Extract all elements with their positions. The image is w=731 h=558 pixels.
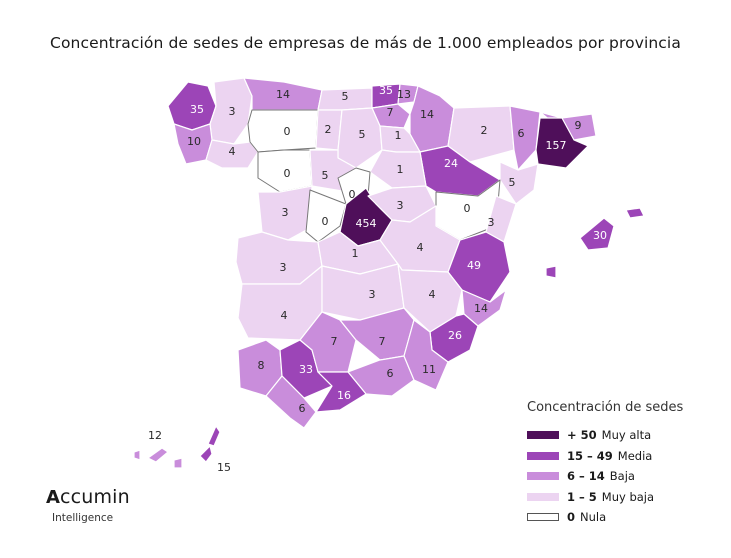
province-cordoba <box>299 311 357 373</box>
province-value-cuenca: 4 <box>417 241 424 254</box>
province-value-araba: 7 <box>387 106 394 119</box>
province-value-toledo: 1 <box>352 247 359 260</box>
province-value-castellon: 3 <box>488 216 495 229</box>
province-value-valladolid: 5 <box>322 169 329 182</box>
legend-swatch <box>527 492 559 501</box>
province-value-albacete: 4 <box>429 288 436 301</box>
province-value-barcelona: 157 <box>546 139 567 152</box>
province-value-girona: 9 <box>575 119 582 132</box>
province-value-huesca: 2 <box>481 124 488 137</box>
province-value-guadalajara: 3 <box>397 199 404 212</box>
province-santa-cruz-tenerife <box>133 447 183 469</box>
province-value-almeria: 11 <box>422 363 436 376</box>
province-value-santa-cruz-tenerife: 12 <box>148 429 162 442</box>
province-value-navarra: 14 <box>420 108 434 121</box>
legend-label: Baja <box>609 469 635 484</box>
province-value-caceres: 3 <box>280 261 287 274</box>
legend-range: 1 – 5 <box>567 489 597 504</box>
province-lleida <box>509 105 541 171</box>
province-value-salamanca: 3 <box>282 206 289 219</box>
province-almeria <box>403 319 449 391</box>
legend-item-muy-alta: + 50 Muy alta <box>527 425 727 446</box>
legend-item-nula: 0 Nula <box>527 507 727 528</box>
legend-item-baja: 6 – 14 Baja <box>527 466 727 487</box>
province-value-gipuzkoa: 13 <box>397 88 411 101</box>
legend-swatch <box>527 431 559 440</box>
legend-range: + 50 <box>567 428 597 443</box>
legend-swatch <box>527 451 559 460</box>
legend-label: Muy alta <box>601 428 652 443</box>
province-value-burgos: 5 <box>359 128 366 141</box>
province-value-madrid: 454 <box>356 217 377 230</box>
province-value-bizkaia: 35 <box>379 84 393 97</box>
logo-mark-icon: A <box>46 487 60 508</box>
legend-item-media: 15 – 49 Media <box>527 446 727 467</box>
province-value-tarragona: 5 <box>509 176 516 189</box>
province-baleares <box>545 207 645 279</box>
province-las-palmas <box>199 425 221 463</box>
province-value-badajoz: 4 <box>281 309 288 322</box>
provinces-layer <box>133 77 645 469</box>
province-value-cantabria: 5 <box>342 90 349 103</box>
province-avila <box>305 189 347 243</box>
province-value-avila: 0 <box>322 215 329 228</box>
province-value-pontevedra: 10 <box>187 135 201 148</box>
province-value-leon: 0 <box>284 125 291 138</box>
province-value-la-rioja: 1 <box>395 129 402 142</box>
province-value-alicante: 14 <box>474 302 488 315</box>
legend-label: Nula <box>580 510 607 525</box>
legend-item-muy-baja: 1 – 5 Muy baja <box>527 487 727 508</box>
province-value-zamora: 0 <box>284 167 291 180</box>
province-value-ciudad-real: 3 <box>369 288 376 301</box>
province-value-huelva: 8 <box>258 359 265 372</box>
province-value-baleares: 30 <box>593 229 607 242</box>
legend-range: 15 – 49 <box>567 448 613 463</box>
province-barcelona <box>535 117 589 169</box>
logo-name: ccumin <box>59 486 130 508</box>
legend-swatch <box>527 472 559 481</box>
province-value-malaga: 16 <box>337 389 351 402</box>
map-title: Concentración de sedes de empresas de má… <box>50 34 681 52</box>
legend-swatch <box>527 513 559 522</box>
legend-title: Concentración de sedes <box>527 400 684 415</box>
province-value-palencia: 2 <box>325 123 332 136</box>
province-value-cordoba: 7 <box>331 335 338 348</box>
legend: Concentración de sedes + 50 Muy alta 15 … <box>527 400 727 528</box>
province-value-jaen: 7 <box>379 335 386 348</box>
province-value-asturias: 14 <box>276 88 290 101</box>
province-value-cadiz: 6 <box>299 402 306 415</box>
province-value-a-coruna: 35 <box>190 103 204 116</box>
legend-label: Muy baja <box>601 489 655 504</box>
legend-range: 0 <box>567 510 576 525</box>
province-value-segovia: 0 <box>349 188 356 201</box>
province-value-valencia: 49 <box>467 259 481 272</box>
province-value-teruel: 0 <box>464 202 471 215</box>
province-value-zaragoza: 24 <box>444 157 458 170</box>
province-huesca <box>447 105 515 163</box>
province-malaga <box>315 371 367 413</box>
province-value-ourense: 4 <box>229 145 236 158</box>
legend-label: Media <box>617 448 653 463</box>
legend-range: 6 – 14 <box>567 469 605 484</box>
province-value-granada: 6 <box>387 367 394 380</box>
logo-subtitle: Intelligence <box>52 512 114 524</box>
accumin-logo: Accumin Intelligence <box>46 486 130 524</box>
province-value-murcia: 26 <box>448 329 462 342</box>
province-value-las-palmas: 15 <box>217 461 231 474</box>
province-value-lugo: 3 <box>229 105 236 118</box>
province-value-lleida: 6 <box>518 127 525 140</box>
province-value-soria: 1 <box>397 163 404 176</box>
province-value-sevilla: 33 <box>299 363 313 376</box>
